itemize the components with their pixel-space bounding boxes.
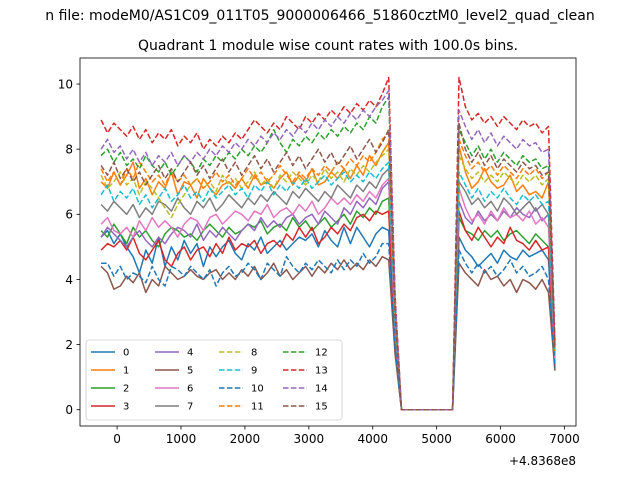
legend-label-2: 2	[123, 384, 129, 395]
plot-area-frame	[79, 57, 577, 427]
series-line-5	[100, 255, 556, 411]
series-line-2	[100, 197, 556, 411]
series-line-4	[100, 181, 556, 411]
legend-label-7: 7	[187, 402, 193, 413]
series-line-15	[100, 122, 556, 411]
legend-label-12: 12	[315, 348, 328, 359]
x-tick-label: 1000	[166, 432, 197, 446]
y-tick-label: 10	[58, 77, 73, 91]
y-tick-label: 0	[65, 403, 73, 417]
series-line-3	[100, 210, 556, 411]
series-line-8	[100, 148, 556, 411]
series-line-10	[101, 242, 556, 411]
legend-label-1: 1	[123, 366, 129, 377]
chart-title: Quadrant 1 module wise count rates with …	[138, 38, 518, 54]
x-tick-label: 6000	[485, 432, 516, 446]
legend-label-6: 6	[187, 384, 193, 395]
series-line-14	[100, 89, 556, 411]
series-line-13	[100, 76, 556, 411]
series-line-7	[100, 167, 556, 411]
x-tick-label: 7000	[549, 432, 580, 446]
legend-label-14: 14	[315, 384, 328, 395]
legend-label-4: 4	[187, 348, 193, 359]
x-offset-text: +4.8368e8	[509, 454, 576, 468]
x-tick-label: 0	[113, 432, 121, 446]
y-tick-label: 6	[65, 208, 73, 222]
series-line-1	[100, 141, 556, 411]
legend-label-13: 13	[315, 366, 328, 377]
y-tick-label: 4	[65, 273, 73, 287]
series-line-9	[100, 161, 556, 411]
legend-label-5: 5	[187, 366, 193, 377]
x-tick-label: 4000	[357, 432, 388, 446]
legend-label-9: 9	[251, 366, 257, 377]
y-tick-label: 8	[65, 142, 73, 156]
legend-box	[85, 339, 343, 421]
legend-label-8: 8	[251, 348, 257, 359]
x-tick-label: 5000	[421, 432, 452, 446]
series-line-12	[100, 96, 556, 411]
legend-label-11: 11	[251, 402, 264, 413]
legend-label-0: 0	[123, 348, 129, 359]
series-line-6	[100, 177, 556, 411]
x-tick-label: 2000	[230, 432, 261, 446]
y-tick-label: 2	[65, 338, 73, 352]
figure-suptitle: n file: modeM0/AS1C09_011T05_9000006466_…	[45, 8, 594, 24]
series-line-11	[100, 132, 556, 411]
series-layer	[100, 76, 556, 411]
x-tick-label: 3000	[294, 432, 325, 446]
legend-label-10: 10	[251, 384, 264, 395]
legend-label-3: 3	[123, 402, 129, 413]
legend-label-15: 15	[315, 402, 328, 413]
